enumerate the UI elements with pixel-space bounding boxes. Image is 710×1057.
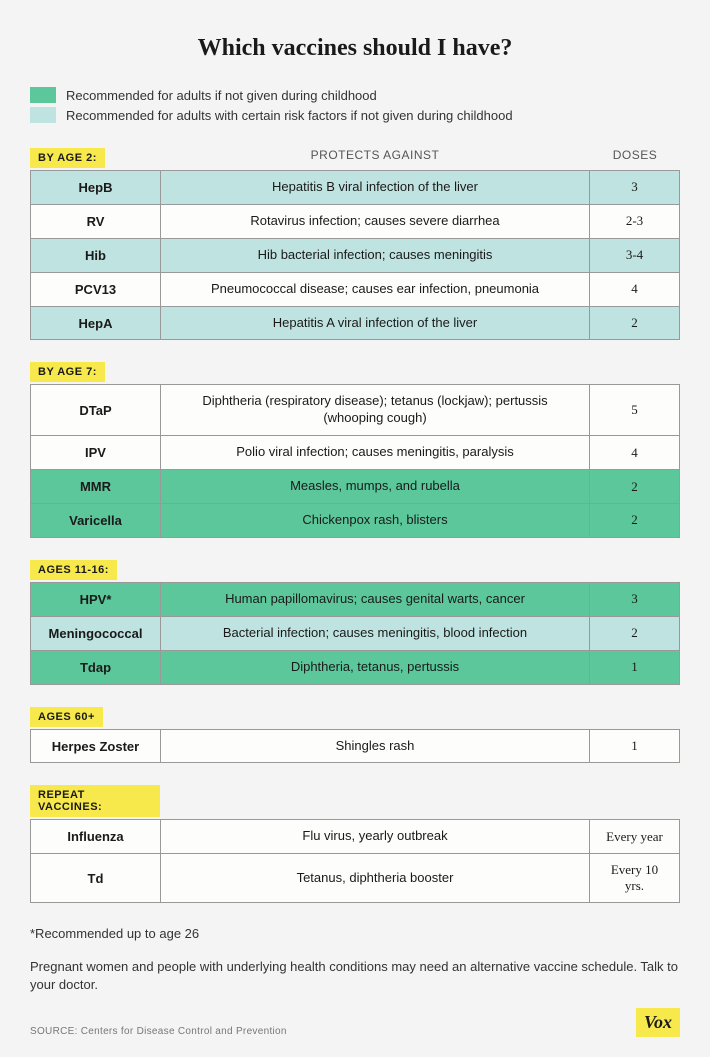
- vaccine-doses: 4: [590, 272, 680, 306]
- table-row: MMRMeasles, mumps, and rubella2: [31, 470, 680, 504]
- legend-swatch: [30, 87, 56, 103]
- vaccine-name: RV: [31, 204, 161, 238]
- table-row: TdapDiphtheria, tetanus, pertussis1: [31, 650, 680, 684]
- vaccine-protects: Tetanus, diphtheria booster: [161, 854, 590, 903]
- section-tag: BY AGE 2:: [30, 148, 105, 168]
- section-tag: BY AGE 7:: [30, 362, 105, 382]
- vaccine-table: Herpes ZosterShingles rash1: [30, 729, 680, 764]
- section: BY AGE 2:PROTECTS AGAINSTDOSESHepBHepati…: [30, 148, 680, 340]
- vaccine-name: Varicella: [31, 504, 161, 538]
- legend-row: Recommended for adults if not given duri…: [30, 87, 680, 103]
- vaccine-name: Herpes Zoster: [31, 729, 161, 763]
- vaccine-doses: 1: [590, 729, 680, 763]
- vaccine-doses: 3: [590, 582, 680, 616]
- vaccine-name: IPV: [31, 436, 161, 470]
- vaccine-name: Meningococcal: [31, 616, 161, 650]
- section-tag: AGES 60+: [30, 707, 103, 727]
- footnote: Pregnant women and people with underlyin…: [30, 958, 680, 994]
- vaccine-doses: 4: [590, 436, 680, 470]
- vaccine-name: Hib: [31, 238, 161, 272]
- table-row: VaricellaChickenpox rash, blisters2: [31, 504, 680, 538]
- vaccine-name: MMR: [31, 470, 161, 504]
- table-row: IPVPolio viral infection; causes meningi…: [31, 436, 680, 470]
- vaccine-table: HepBHepatitis B viral infection of the l…: [30, 170, 680, 340]
- table-row: InfluenzaFlu virus, yearly outbreakEvery…: [31, 820, 680, 854]
- section-header: REPEAT VACCINES:: [30, 785, 680, 817]
- vaccine-protects: Polio viral infection; causes meningitis…: [161, 436, 590, 470]
- section: AGES 60+Herpes ZosterShingles rash1: [30, 707, 680, 764]
- vaccine-table: DTaPDiphtheria (respiratory disease); te…: [30, 384, 680, 537]
- vaccine-protects: Diphtheria, tetanus, pertussis: [161, 650, 590, 684]
- vaccine-protects: Bacterial infection; causes meningitis, …: [161, 616, 590, 650]
- table-row: DTaPDiphtheria (respiratory disease); te…: [31, 385, 680, 436]
- section-header: BY AGE 2: PROTECTS AGAINSTDOSES: [30, 148, 680, 168]
- footer: SOURCE: Centers for Disease Control and …: [30, 1008, 680, 1037]
- vaccine-protects: Hib bacterial infection; causes meningit…: [161, 238, 590, 272]
- vaccine-doses: Every 10 yrs.: [590, 854, 680, 903]
- legend-text: Recommended for adults if not given duri…: [66, 88, 377, 103]
- section-tag: AGES 11-16:: [30, 560, 117, 580]
- vaccine-protects: Pneumococcal disease; causes ear infecti…: [161, 272, 590, 306]
- vaccine-doses: Every year: [590, 820, 680, 854]
- vaccine-doses: 2: [590, 504, 680, 538]
- page-title: Which vaccines should I have?: [30, 35, 680, 62]
- legend: Recommended for adults if not given duri…: [30, 87, 680, 123]
- vaccine-protects: Rotavirus infection; causes severe diarr…: [161, 204, 590, 238]
- table-row: Herpes ZosterShingles rash1: [31, 729, 680, 763]
- vaccine-doses: 2: [590, 470, 680, 504]
- vaccine-protects: Hepatitis A viral infection of the liver: [161, 306, 590, 340]
- section-header: BY AGE 7:: [30, 362, 680, 382]
- vaccine-doses: 2: [590, 616, 680, 650]
- legend-swatch: [30, 107, 56, 123]
- vaccine-name: Td: [31, 854, 161, 903]
- vaccine-name: HepA: [31, 306, 161, 340]
- table-row: HibHib bacterial infection; causes menin…: [31, 238, 680, 272]
- section-header: AGES 60+: [30, 707, 680, 727]
- vaccine-protects: Measles, mumps, and rubella: [161, 470, 590, 504]
- vox-logo: Vox: [636, 1008, 680, 1037]
- vaccine-protects: Chickenpox rash, blisters: [161, 504, 590, 538]
- column-header-protect: PROTECTS AGAINST: [160, 148, 590, 168]
- vaccine-table: HPV*Human papillomavirus; causes genital…: [30, 582, 680, 685]
- table-row: TdTetanus, diphtheria boosterEvery 10 yr…: [31, 854, 680, 903]
- footnote: *Recommended up to age 26: [30, 925, 680, 943]
- vaccine-doses: 2-3: [590, 204, 680, 238]
- table-row: MeningococcalBacterial infection; causes…: [31, 616, 680, 650]
- table-row: RVRotavirus infection; causes severe dia…: [31, 204, 680, 238]
- vaccine-name: DTaP: [31, 385, 161, 436]
- vaccine-protects: Flu virus, yearly outbreak: [161, 820, 590, 854]
- vaccine-protects: Diphtheria (respiratory disease); tetanu…: [161, 385, 590, 436]
- section: BY AGE 7: DTaPDiphtheria (respiratory dis…: [30, 362, 680, 537]
- column-header-doses: DOSES: [590, 148, 680, 168]
- legend-text: Recommended for adults with certain risk…: [66, 108, 513, 123]
- source-text: SOURCE: Centers for Disease Control and …: [30, 1026, 287, 1037]
- table-row: HPV*Human papillomavirus; causes genital…: [31, 582, 680, 616]
- vaccine-table: InfluenzaFlu virus, yearly outbreakEvery…: [30, 819, 680, 903]
- vaccine-protects: Hepatitis B viral infection of the liver: [161, 171, 590, 205]
- section-tag: REPEAT VACCINES:: [30, 785, 160, 817]
- vaccine-doses: 5: [590, 385, 680, 436]
- section-header: AGES 11-16:: [30, 560, 680, 580]
- vaccine-doses: 3: [590, 171, 680, 205]
- vaccine-name: Influenza: [31, 820, 161, 854]
- section: AGES 11-16:HPV*Human papillomavirus; cau…: [30, 560, 680, 685]
- vaccine-doses: 3-4: [590, 238, 680, 272]
- vaccine-doses: 1: [590, 650, 680, 684]
- vaccine-name: PCV13: [31, 272, 161, 306]
- vaccine-doses: 2: [590, 306, 680, 340]
- vaccine-name: Tdap: [31, 650, 161, 684]
- legend-row: Recommended for adults with certain risk…: [30, 107, 680, 123]
- table-row: HepBHepatitis B viral infection of the l…: [31, 171, 680, 205]
- vaccine-name: HepB: [31, 171, 161, 205]
- section: REPEAT VACCINES:InfluenzaFlu virus, year…: [30, 785, 680, 903]
- vaccine-protects: Human papillomavirus; causes genital war…: [161, 582, 590, 616]
- vaccine-name: HPV*: [31, 582, 161, 616]
- table-row: PCV13Pneumococcal disease; causes ear in…: [31, 272, 680, 306]
- table-row: HepAHepatitis A viral infection of the l…: [31, 306, 680, 340]
- vaccine-protects: Shingles rash: [161, 729, 590, 763]
